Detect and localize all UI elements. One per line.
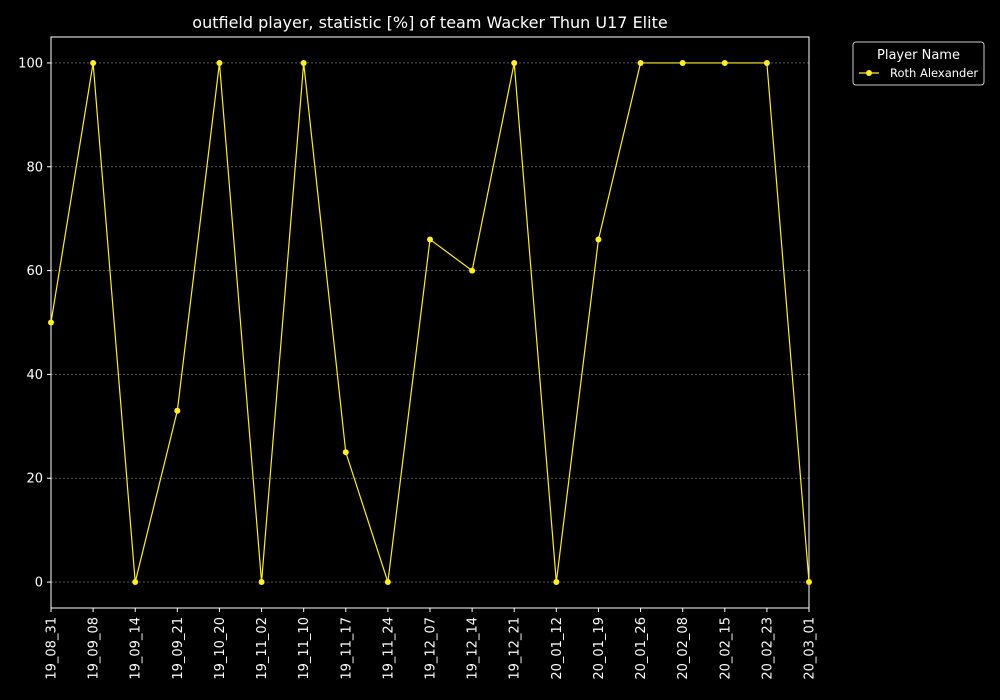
x-tick-label: 19_11_10 — [297, 617, 312, 680]
x-tick-label: 20_02_15 — [718, 617, 733, 680]
x-tick-label: 20_03_01 — [803, 617, 818, 680]
x-tick-label: 19_10_20 — [213, 617, 228, 680]
series-line — [50, 62, 810, 583]
x-tick-label: 19_08_31 — [45, 617, 60, 680]
plot-frame — [50, 36, 810, 609]
x-tick-label: 19_09_21 — [171, 617, 186, 680]
grid-lines — [51, 62, 809, 583]
data-point — [763, 59, 770, 66]
data-point — [90, 59, 97, 66]
chart-title: outfield player, statistic [%] of team W… — [192, 13, 667, 32]
data-point — [637, 59, 644, 66]
x-axis-ticks: 19_08_31 19_09_08 19_09_14 19_09_21 19_10_20… — [45, 608, 818, 680]
data-point — [511, 59, 518, 66]
y-tick-label: 20 — [26, 472, 43, 487]
y-axis-ticks: 0 20 40 60 80 100 — [18, 56, 51, 591]
x-tick-label: 19_12_07 — [424, 617, 439, 680]
data-point — [469, 267, 476, 274]
x-tick-label: 20_02_08 — [676, 617, 691, 680]
x-tick-label: 19_11_24 — [381, 617, 396, 680]
axes — [50, 36, 810, 609]
legend-series-marker — [866, 70, 872, 76]
x-tick-label: 20_01_26 — [634, 617, 649, 680]
data-point — [132, 579, 139, 586]
x-tick-label: 19_09_08 — [87, 617, 102, 680]
x-tick-label: 19_12_21 — [508, 617, 523, 680]
series-roth-alexander — [48, 59, 812, 586]
data-point — [806, 579, 812, 586]
legend-series-label: Roth Alexander — [890, 66, 978, 80]
x-tick-label: 19_11_02 — [255, 617, 270, 680]
data-point — [721, 59, 728, 66]
x-tick-label: 19_11_17 — [339, 617, 354, 680]
data-point — [679, 59, 686, 66]
y-tick-label: 80 — [26, 160, 43, 175]
x-tick-label: 19_09_14 — [129, 617, 144, 680]
legend-title: Player Name — [877, 48, 960, 63]
y-tick-label: 40 — [26, 368, 43, 383]
y-tick-label: 100 — [18, 56, 43, 71]
data-point — [48, 319, 54, 326]
y-tick-label: 60 — [26, 264, 43, 279]
data-point — [174, 407, 181, 414]
data-point — [342, 449, 349, 456]
data-point — [553, 579, 560, 586]
data-point — [384, 579, 391, 586]
data-point — [300, 59, 307, 66]
y-tick-label: 0 — [35, 576, 43, 591]
x-tick-label: 20_01_12 — [550, 617, 565, 680]
legend-box — [852, 41, 985, 86]
data-point — [427, 236, 433, 243]
x-tick-label: 20_02_23 — [760, 617, 775, 680]
x-tick-label: 20_01_19 — [592, 617, 607, 680]
data-point — [216, 59, 223, 66]
data-point — [595, 236, 602, 243]
x-tick-label: 19_12_14 — [466, 617, 481, 680]
legend: Player Name Roth Alexander — [852, 41, 985, 86]
data-point — [258, 579, 265, 586]
